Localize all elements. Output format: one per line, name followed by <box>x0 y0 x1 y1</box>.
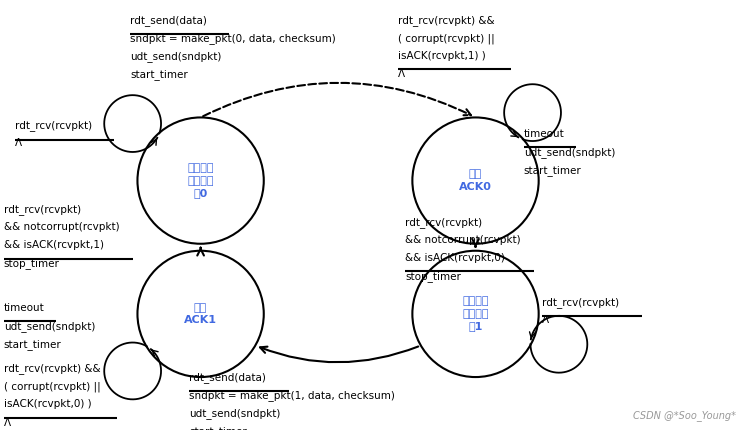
Text: && notcorrupt(rcvpkt): && notcorrupt(rcvpkt) <box>4 222 120 232</box>
Text: && notcorrupt(rcvpkt): && notcorrupt(rcvpkt) <box>405 235 521 245</box>
Text: rdt_rcv(rcvpkt): rdt_rcv(rcvpkt) <box>405 217 482 228</box>
Text: 等待
ACK0: 等待 ACK0 <box>459 169 492 192</box>
Text: rdt_rcv(rcvpkt): rdt_rcv(rcvpkt) <box>15 120 92 131</box>
Text: rdt_rcv(rcvpkt): rdt_rcv(rcvpkt) <box>4 204 81 215</box>
Text: ( corrupt(rcvpkt) ||: ( corrupt(rcvpkt) || <box>4 381 100 392</box>
Text: Λ: Λ <box>542 315 550 325</box>
Text: start_timer: start_timer <box>4 339 62 350</box>
Text: isACK(rcvpkt,1) ): isACK(rcvpkt,1) ) <box>398 51 485 61</box>
Text: stop_timer: stop_timer <box>405 271 461 282</box>
Text: sndpkt = make_pkt(0, data, checksum): sndpkt = make_pkt(0, data, checksum) <box>130 33 336 44</box>
Text: 等待
ACK1: 等待 ACK1 <box>184 303 217 325</box>
Text: rdt_rcv(rcvpkt) &&: rdt_rcv(rcvpkt) && <box>4 363 100 374</box>
Text: udt_send(sndpkt): udt_send(sndpkt) <box>4 321 95 332</box>
Text: udt_send(sndpkt): udt_send(sndpkt) <box>130 51 221 62</box>
Text: timeout: timeout <box>524 129 565 139</box>
Text: rdt_rcv(rcvpkt): rdt_rcv(rcvpkt) <box>542 297 620 307</box>
Text: 等待来自
上层的调
用0: 等待来自 上层的调 用0 <box>187 163 214 198</box>
Text: 等待来自
上层的调
用1: 等待来自 上层的调 用1 <box>462 297 489 331</box>
Text: sndpkt = make_pkt(1, data, checksum): sndpkt = make_pkt(1, data, checksum) <box>189 390 395 401</box>
Text: start_timer: start_timer <box>130 69 188 80</box>
Text: && isACK(rcvpkt,0): && isACK(rcvpkt,0) <box>405 253 504 263</box>
Text: timeout: timeout <box>4 303 45 313</box>
Text: isACK(rcvpkt,0) ): isACK(rcvpkt,0) ) <box>4 399 91 409</box>
Text: && isACK(rcvpkt,1): && isACK(rcvpkt,1) <box>4 240 104 250</box>
Text: start_timer: start_timer <box>524 165 582 176</box>
Text: start_timer: start_timer <box>189 426 247 430</box>
Text: Λ: Λ <box>398 69 405 79</box>
Text: Λ: Λ <box>4 418 11 427</box>
Text: rdt_send(data): rdt_send(data) <box>130 15 207 26</box>
Text: rdt_rcv(rcvpkt) &&: rdt_rcv(rcvpkt) && <box>398 15 494 26</box>
Text: ( corrupt(rcvpkt) ||: ( corrupt(rcvpkt) || <box>398 33 494 43</box>
Text: udt_send(sndpkt): udt_send(sndpkt) <box>524 147 615 158</box>
Text: Λ: Λ <box>15 138 22 148</box>
Text: udt_send(sndpkt): udt_send(sndpkt) <box>189 408 281 419</box>
Text: rdt_send(data): rdt_send(data) <box>189 372 266 383</box>
Text: stop_timer: stop_timer <box>4 258 59 269</box>
Text: CSDN @*Soo_Young*: CSDN @*Soo_Young* <box>632 411 736 421</box>
